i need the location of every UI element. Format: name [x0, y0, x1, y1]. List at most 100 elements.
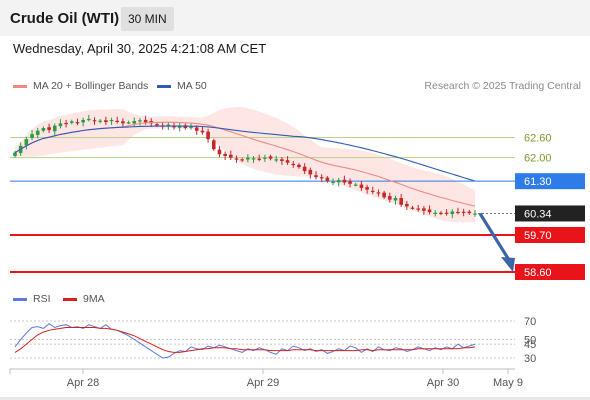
candle-body	[229, 154, 233, 158]
candle-body	[433, 212, 438, 214]
level-tag-58.60	[515, 264, 585, 280]
candle-body	[257, 158, 261, 160]
candle-body	[223, 153, 227, 156]
candle-body	[399, 198, 403, 205]
candle-body	[132, 120, 137, 124]
candle-body	[376, 192, 381, 194]
ma20-swatch	[13, 84, 27, 88]
candle-body	[291, 163, 296, 166]
rsi-level-label-70: 70	[524, 316, 536, 328]
research-credit: Research © 2025 Trading Central	[424, 80, 581, 92]
candle-body	[393, 198, 398, 201]
candle-body	[41, 128, 46, 131]
candle-body	[348, 181, 352, 184]
candle-body	[189, 126, 193, 128]
candle-body	[166, 124, 171, 126]
candle-body	[336, 180, 341, 183]
candle-body	[206, 131, 210, 140]
candle-body	[268, 156, 273, 159]
ma50-legend: MA 50	[157, 80, 207, 92]
candle-body	[251, 158, 256, 160]
level-label-58.60: 58.60	[524, 267, 552, 279]
candle-body	[234, 158, 239, 160]
candle-body	[308, 169, 313, 175]
candles	[13, 114, 477, 219]
candle-body	[13, 152, 17, 156]
candle-body	[461, 211, 466, 213]
rsi-legend-label: RSI	[33, 293, 51, 305]
candle-body	[69, 121, 74, 123]
candle-body	[353, 184, 358, 186]
projection-arrow-shaft	[478, 212, 511, 261]
candle-body	[104, 120, 108, 122]
candle-body	[370, 190, 375, 193]
candle-body	[211, 140, 216, 150]
chart-header: Crude Oil (WTI) 30 MIN	[0, 0, 590, 36]
candle-body	[75, 122, 80, 124]
ma20-legend: MA 20 + Bollinger Bands	[13, 80, 148, 92]
candle-body	[217, 149, 222, 155]
candle-body	[35, 130, 40, 135]
candle-body	[138, 120, 142, 122]
timestamp: Wednesday, April 30, 2025 4:21:08 AM CET	[13, 41, 267, 56]
candle-body	[473, 213, 477, 215]
candle-body	[280, 159, 284, 161]
instrument-title: Crude Oil (WTI)	[10, 10, 120, 27]
candle-body	[319, 177, 324, 179]
candle-body	[194, 127, 199, 131]
level-label-61.30: 61.30	[524, 176, 552, 188]
x-tick-label: May 9	[493, 377, 523, 389]
candle-body	[314, 175, 318, 178]
ma50-legend-label: MA 50	[177, 80, 207, 92]
candle-body	[416, 208, 421, 210]
candle-body	[467, 211, 472, 214]
rsi-ma-line	[14, 327, 476, 353]
x-tick-label: Apr 30	[427, 377, 459, 389]
candle-body	[143, 119, 148, 123]
candle-body	[109, 119, 114, 122]
candle-body	[98, 120, 102, 122]
x-tick-label: Apr 28	[67, 377, 99, 389]
candle-body	[342, 179, 347, 183]
bollinger-band	[15, 107, 475, 223]
candle-body	[422, 208, 426, 211]
level-tag-61.30	[515, 173, 585, 190]
candle-body	[115, 120, 120, 122]
ma50-line	[14, 125, 476, 182]
candle-body	[388, 196, 392, 200]
candle-body	[331, 181, 335, 184]
candle-body	[450, 211, 455, 215]
level-label-59.70: 59.70	[524, 230, 552, 242]
candle-body	[64, 122, 68, 125]
candle-body	[121, 121, 125, 124]
candle-body	[155, 124, 159, 126]
candle-body	[382, 192, 386, 198]
candle-body	[92, 120, 97, 122]
candle-body	[30, 134, 34, 138]
candle-body	[52, 125, 57, 132]
level-label-60.34: 60.34	[524, 208, 552, 220]
candle-body	[285, 160, 290, 163]
rsi-line	[14, 323, 476, 359]
ma20-legend-label: MA 20 + Bollinger Bands	[33, 80, 149, 92]
candle-body	[456, 211, 460, 214]
candle-body	[263, 157, 267, 159]
candle-body	[47, 127, 51, 131]
candle-body	[126, 122, 131, 124]
candle-body	[87, 118, 91, 121]
ma50-swatch	[157, 84, 171, 88]
candle-body	[246, 157, 250, 160]
candle-body	[359, 184, 364, 188]
candle-body	[302, 166, 307, 172]
candle-body	[325, 177, 330, 182]
rsi-swatch	[13, 297, 27, 301]
level-tag-60.34	[515, 205, 585, 222]
rsi-level-label-50: 50	[524, 335, 536, 347]
candle-body	[444, 212, 449, 214]
candle-body	[410, 207, 415, 209]
level-label-62.60: 62.60	[524, 132, 552, 144]
candle-body	[24, 139, 29, 146]
timeframe-badge[interactable]: 30 MIN	[121, 7, 174, 31]
